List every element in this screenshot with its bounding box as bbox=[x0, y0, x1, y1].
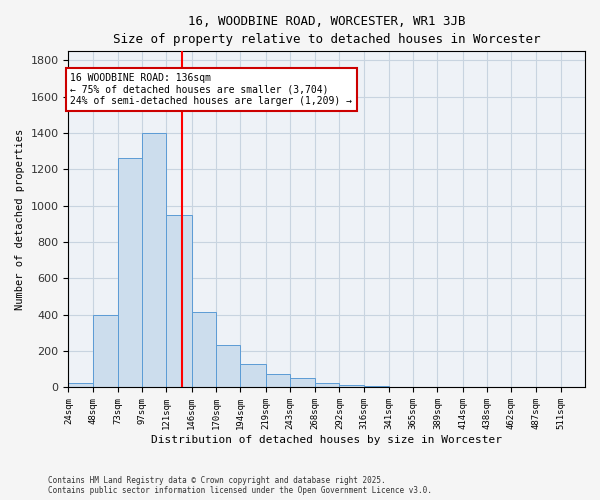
Bar bbox=[166, 215, 192, 388]
Bar bbox=[290, 378, 315, 388]
Bar bbox=[315, 384, 340, 388]
Text: Contains HM Land Registry data © Crown copyright and database right 2025.
Contai: Contains HM Land Registry data © Crown c… bbox=[48, 476, 432, 495]
Bar bbox=[340, 386, 364, 388]
Bar bbox=[216, 345, 240, 388]
Bar bbox=[192, 312, 216, 388]
X-axis label: Distribution of detached houses by size in Worcester: Distribution of detached houses by size … bbox=[151, 435, 502, 445]
Bar bbox=[118, 158, 142, 388]
Bar bbox=[68, 383, 92, 388]
Bar bbox=[142, 133, 166, 388]
Title: 16, WOODBINE ROAD, WORCESTER, WR1 3JB
Size of property relative to detached hous: 16, WOODBINE ROAD, WORCESTER, WR1 3JB Si… bbox=[113, 15, 541, 46]
Text: 16 WOODBINE ROAD: 136sqm
← 75% of detached houses are smaller (3,704)
24% of sem: 16 WOODBINE ROAD: 136sqm ← 75% of detach… bbox=[70, 73, 352, 106]
Bar bbox=[364, 386, 389, 388]
Bar bbox=[389, 386, 413, 388]
Y-axis label: Number of detached properties: Number of detached properties bbox=[15, 129, 25, 310]
Bar bbox=[92, 315, 118, 388]
Bar bbox=[240, 364, 266, 388]
Bar bbox=[266, 374, 290, 388]
